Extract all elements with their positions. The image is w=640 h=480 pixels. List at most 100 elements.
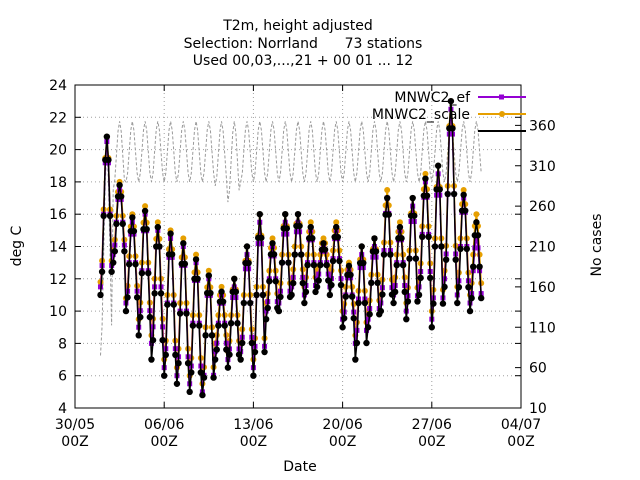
y2-tick-label: 60 [529,361,547,377]
data-point [404,298,412,305]
y2-tick-label: 210 [529,240,556,256]
data-point [473,211,480,218]
data-point [161,372,168,379]
data-point [353,339,361,347]
data-point [172,351,179,359]
data-point [272,278,279,285]
data-point [205,267,212,274]
data-point [409,194,416,202]
data-point [106,212,114,220]
data-point [361,299,369,307]
data-point [238,348,244,354]
data-point [323,261,330,269]
data-point [334,233,342,241]
data-point [143,225,150,233]
data-point [116,181,123,189]
data-point [235,351,243,358]
legend-label: MNWC2_scale [372,107,470,123]
data-point [117,193,125,200]
data-point [285,259,292,266]
data-point [275,307,283,315]
data-point [436,186,443,193]
data-point [415,291,423,299]
data-point [473,219,480,226]
legend-marker [499,111,505,117]
data-point [380,251,388,258]
data-point [197,369,205,376]
data-point [133,294,141,301]
y-tick-label: 16 [49,207,67,223]
data-point [422,170,429,177]
data-point [154,219,161,226]
data-point [358,243,365,250]
x-tick-label: 20/06 [322,417,362,433]
data-point [439,300,447,307]
y-tick-label: 14 [49,240,67,256]
data-point [234,320,241,327]
data-point [200,374,208,381]
data-point [342,293,349,300]
data-point [276,300,282,306]
data-point [98,268,106,275]
data-point [232,288,240,296]
y-axis-right: 10 60 110 160 210 260 310 360 [515,118,556,417]
data-point [401,288,408,296]
data-point [223,346,230,353]
chart-title-line-3: Used 00,03,...,21 + 00 01 ... 12 [193,53,413,69]
data-point [108,268,115,275]
data-point [466,307,474,315]
y-tick-label: 8 [58,336,67,352]
data-point [384,186,391,193]
data-point [151,290,158,297]
data-point [219,298,227,305]
data-point [320,240,327,247]
data-point [477,294,485,302]
data-point [208,332,216,339]
data-point [333,223,340,231]
data-point [452,256,459,263]
y-tick-label: 18 [49,175,67,191]
data-point [454,299,461,307]
data-point [313,283,321,291]
data-point [167,230,174,237]
data-point [251,348,259,356]
plot-area [97,97,485,399]
data-point [282,211,289,218]
series-obs [97,97,485,399]
data-point [377,307,385,315]
data-point [431,243,439,250]
y2-axis-label: No cases [589,214,605,277]
data-point [192,256,200,263]
data-point [148,356,155,363]
data-point [231,284,237,290]
data-point [350,315,357,322]
data-point [142,203,149,210]
data-point [180,235,187,242]
data-point [277,293,284,301]
data-point [162,351,169,359]
data-point [470,263,477,270]
data-point [210,374,217,381]
data-point [288,291,295,299]
data-point [269,235,276,242]
x-tick-label: 00Z [507,434,534,450]
data-point [205,272,212,279]
data-point [346,268,352,274]
legend-marker [499,94,504,100]
data-point [320,244,326,249]
data-point [411,212,418,219]
y-tick-label: 10 [49,304,67,320]
data-point [359,252,365,258]
y-axis-left: 4 6 8 10 12 14 16 18 20 22 24 [49,78,521,417]
x-tick-label: 06/06 [144,417,184,433]
data-point [263,308,269,314]
y2-tick-label: 310 [529,159,556,175]
data-point [266,278,273,285]
data-point [227,320,235,327]
data-point [157,290,165,297]
x-axis-label: Date [283,459,316,475]
x-tick-label: 00Z [61,434,88,450]
data-point [333,219,340,226]
data-point [253,291,260,299]
x-axis: 30/0500Z06/0600Z13/0600Z20/0600Z27/0600Z… [55,85,541,450]
